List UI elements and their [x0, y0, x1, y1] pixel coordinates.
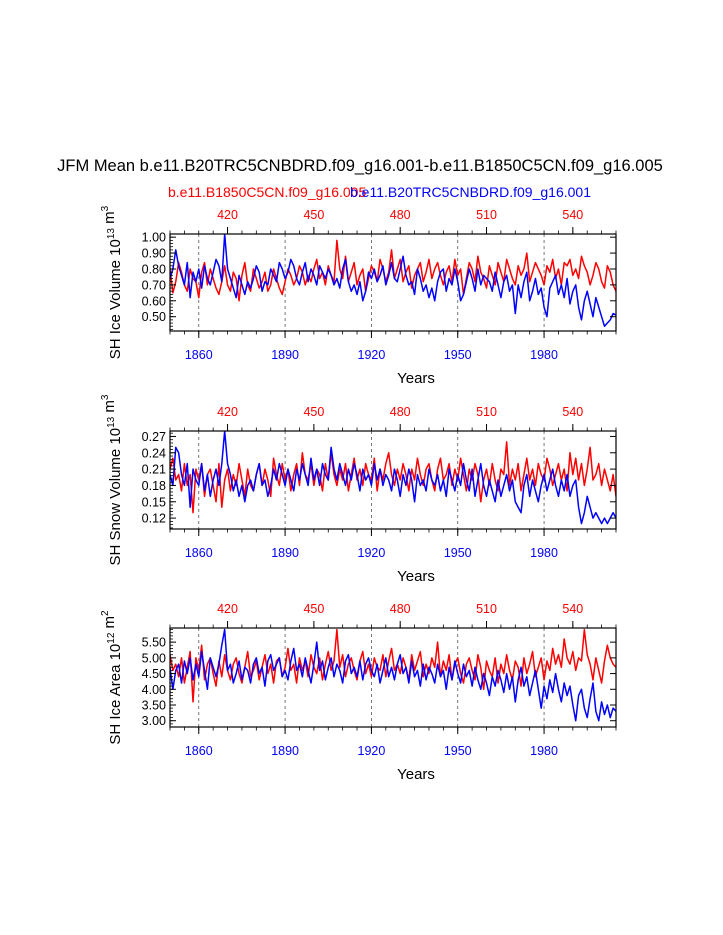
y-axis-title-superscript: 2	[100, 610, 111, 616]
y-axis-title-part: m	[101, 211, 118, 228]
xtick-top-label: 510	[476, 405, 497, 419]
y-axis-title-part: m	[101, 400, 118, 417]
ytick-label: 0.12	[142, 512, 166, 526]
xtick-bottom-label: 1890	[271, 744, 299, 758]
ytick-label: 0.18	[142, 479, 166, 493]
y-axis-title-superscript: 12	[106, 632, 117, 644]
xtick-top-label: 450	[303, 405, 324, 419]
plot-frame	[169, 430, 617, 530]
xtick-bottom-label: 1860	[185, 744, 213, 758]
xtick-bottom-label: 1950	[444, 546, 472, 560]
x-axis-title: Years	[397, 370, 435, 387]
panel-ice-area: 3.003.50 4.00 4.50 5.005.50 1860 1890 1920 1950…	[100, 602, 617, 783]
ytick-label: 1.00	[142, 231, 166, 245]
xtick-top-label: 450	[303, 602, 324, 616]
figure-title: JFM Mean b.e11.B20TRC5CNBDRD.f09_g16.001…	[57, 157, 663, 175]
xtick-bottom-label: 1950	[444, 348, 472, 362]
y-axis-title: SH Ice Area 1012 m2	[100, 610, 124, 745]
plot-frame	[169, 627, 617, 728]
x-axis-title: Years	[397, 766, 435, 783]
panel-snow-volume: 0.12 0.15 0.18 0.21 0.24 0.27 1860 1890 1920 1950…	[100, 394, 617, 585]
xtick-bottom-label: 1890	[271, 546, 299, 560]
ytick-label: 0.60	[142, 294, 166, 308]
ytick-label: 5.50	[142, 636, 166, 650]
y-axis-title: SH Ice Volume 1013 m3	[100, 205, 124, 359]
xtick-bottom-label: 1950	[444, 744, 472, 758]
y-axis-title: SH Snow Volume 1013 m3	[100, 394, 124, 565]
xtick-bottom-label: 1860	[185, 348, 213, 362]
ytick-label: 3.00	[142, 714, 166, 728]
xtick-top-label: 420	[217, 405, 238, 419]
y-axis-title-part: SH Ice Volume 10	[107, 239, 124, 359]
xtick-top-label: 420	[217, 602, 238, 616]
xtick-top-label: 450	[303, 208, 324, 222]
ytick-label: 0.15	[142, 495, 166, 509]
series-line-blue	[170, 431, 616, 525]
y-axis-title-superscript: 3	[100, 205, 111, 211]
x-axis-title: Years	[397, 568, 435, 585]
xtick-bottom-label: 1980	[530, 546, 558, 560]
xtick-top-label: 540	[562, 602, 583, 616]
ytick-label: 0.50	[142, 310, 166, 324]
ytick-label: 0.27	[142, 430, 166, 444]
xtick-top-label: 480	[390, 208, 411, 222]
panel-ice-volume: 0.50 0.60 0.70 0.800.90 1.00 1860 1890 1920 1950…	[100, 205, 617, 387]
xtick-bottom-label: 1980	[530, 348, 558, 362]
ytick-label: 5.00	[142, 651, 166, 665]
ytick-label: 4.00	[142, 683, 166, 697]
y-axis-title-superscript: 13	[106, 228, 117, 240]
plot-frame	[169, 233, 617, 332]
y-axis-title-superscript: 13	[106, 416, 117, 428]
y-axis-title-superscript: 3	[100, 394, 111, 400]
ytick-label: 4.50	[142, 667, 166, 681]
xtick-top-label: 480	[390, 405, 411, 419]
ytick-label: 0.90	[142, 247, 166, 261]
y-axis-title-part: SH Ice Area 10	[107, 644, 124, 745]
y-axis-title-part: SH Snow Volume 10	[107, 428, 124, 566]
ytick-label: 3.50	[142, 699, 166, 713]
ytick-label: 0.80	[142, 262, 166, 276]
xtick-top-label: 510	[476, 208, 497, 222]
ytick-label: 0.24	[142, 446, 166, 460]
xtick-bottom-label: 1920	[358, 348, 386, 362]
series-line-red	[170, 239, 616, 302]
legend-red-label: b.e11.B1850C5CN.f09_g16.005	[168, 184, 366, 200]
xtick-bottom-label: 1890	[271, 348, 299, 362]
series-line-blue	[170, 628, 616, 722]
xtick-top-label: 420	[217, 208, 238, 222]
xtick-top-label: 540	[562, 208, 583, 222]
y-axis-title-part: m	[101, 616, 118, 633]
ytick-label: 0.70	[142, 278, 166, 292]
xtick-top-label: 540	[562, 405, 583, 419]
xtick-bottom-label: 1920	[358, 744, 386, 758]
legend-blue-label: b.e11.B20TRC5CNBDRD.f09_g16.001	[350, 184, 591, 200]
xtick-top-label: 510	[476, 602, 497, 616]
series-line-blue	[170, 234, 616, 327]
xtick-top-label: 480	[390, 602, 411, 616]
xtick-bottom-label: 1860	[185, 546, 213, 560]
xtick-bottom-label: 1920	[358, 546, 386, 560]
xtick-bottom-label: 1980	[530, 744, 558, 758]
ytick-label: 0.21	[142, 463, 166, 477]
